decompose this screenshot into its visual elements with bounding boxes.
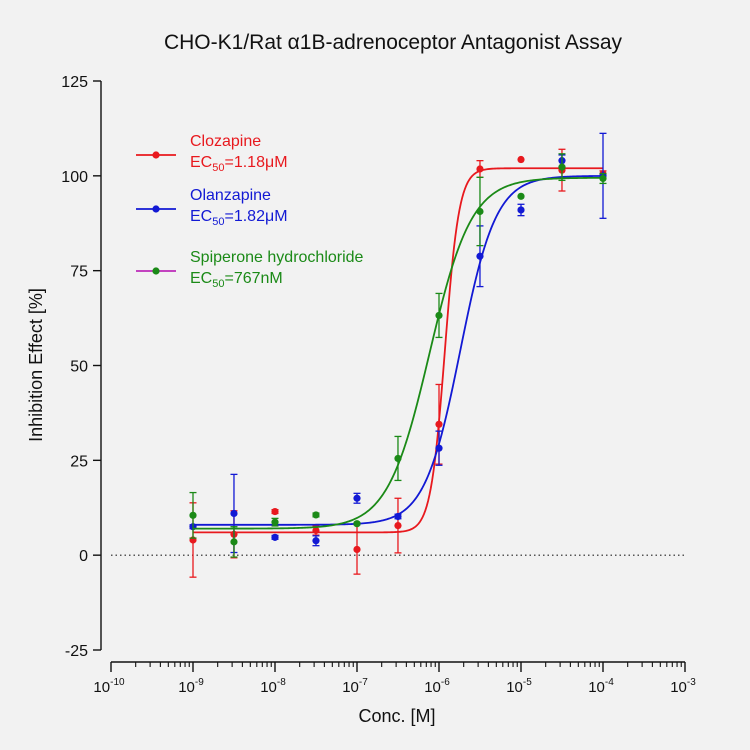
- data-point: [230, 509, 238, 518]
- x-tick-label: 10-10: [93, 677, 125, 696]
- chart-title: CHO-K1/Rat α1B-adrenoceptor Antagonist A…: [164, 31, 623, 54]
- legend-ec50: EC50=1.82μM: [190, 208, 288, 228]
- legend-series-name: Spiperone hydrochloride: [190, 249, 364, 266]
- legend-ec50: EC50=1.18μM: [190, 154, 288, 174]
- legend: Clozapine EC50=1.18μM Olanzapine EC50=1.82μ…: [136, 133, 364, 290]
- x-tick-label: 10-4: [588, 677, 614, 696]
- data-point: [353, 494, 361, 502]
- data-point: [435, 444, 443, 452]
- data-point: [271, 507, 279, 516]
- x-axis-label: Conc. [M]: [358, 706, 435, 726]
- y-tick-label: 50: [70, 359, 88, 376]
- data-point: [517, 206, 525, 214]
- data-point: [558, 163, 566, 171]
- data-point: [599, 174, 607, 183]
- data-point: [394, 521, 402, 530]
- y-tick-label: 0: [79, 548, 88, 565]
- y-axis-label: Inhibition Effect [%]: [26, 288, 46, 442]
- data-point: [476, 165, 484, 173]
- x-tick-label: 10-5: [506, 677, 532, 696]
- data-point: [517, 192, 525, 200]
- data-point: [476, 252, 484, 260]
- y-tick-label: 25: [70, 453, 88, 470]
- data-point: [394, 512, 402, 521]
- x-tick-label: 10-6: [424, 677, 450, 696]
- data-point: [476, 207, 484, 216]
- legend-marker: [152, 205, 160, 213]
- y-tick-label: 100: [61, 169, 88, 186]
- data-point: [312, 537, 320, 545]
- x-tick-label: 10-8: [260, 677, 286, 696]
- data-point: [271, 533, 279, 541]
- data-point: [271, 518, 279, 526]
- data-point: [312, 526, 320, 535]
- data-point: [312, 511, 320, 519]
- y-tick-label: 75: [70, 264, 88, 281]
- legend-series-name: Olanzapine: [190, 187, 271, 204]
- legend-ec50: EC50=767nM: [190, 270, 283, 290]
- y-tick-label: -25: [65, 643, 88, 660]
- data-point: [435, 311, 443, 320]
- x-tick-label: 10-7: [342, 677, 368, 696]
- axes: -25 0 25 50 75 100 125 10-10 10-9 10-8 10-7 10-6 10-…: [61, 74, 696, 696]
- x-tick-label: 10-3: [670, 677, 696, 696]
- y-tick-label: 125: [61, 74, 88, 91]
- data-point: [435, 420, 443, 428]
- plot-area: [111, 132, 685, 578]
- data-point: [230, 538, 238, 546]
- legend-marker: [152, 267, 160, 275]
- legend-marker: [152, 151, 160, 159]
- data-point: [189, 511, 197, 519]
- legend-series-name: Clozapine: [190, 133, 261, 150]
- data-point: [353, 520, 361, 528]
- x-tick-label: 10-9: [178, 677, 204, 696]
- data-point: [353, 545, 361, 554]
- data-point: [517, 155, 525, 164]
- data-point: [394, 454, 402, 463]
